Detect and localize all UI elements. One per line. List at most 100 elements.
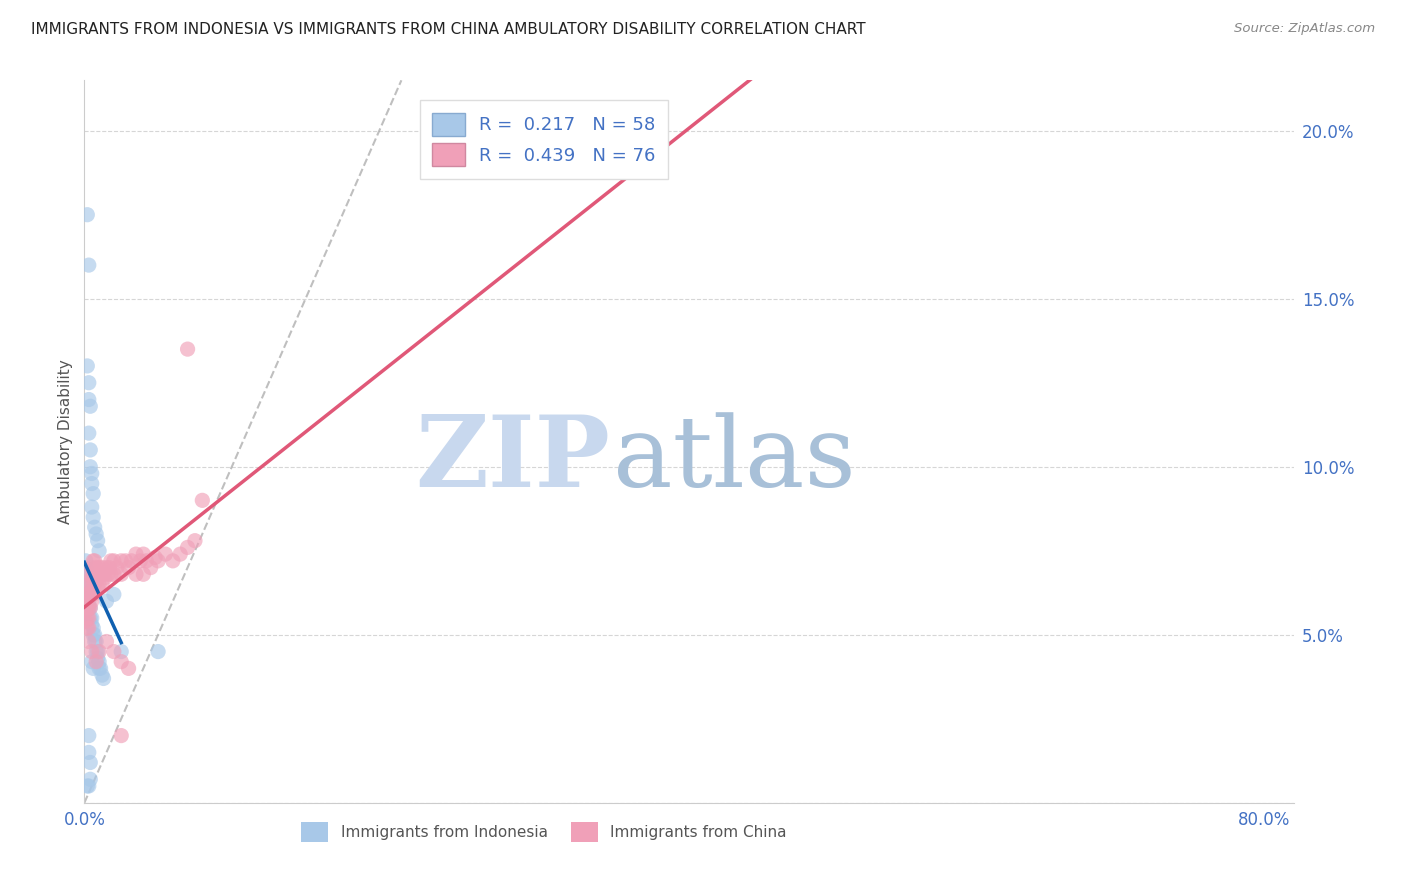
Point (79, 567, 101, 582)
Point (191, 493, 214, 508)
Point (76, 611, 98, 625)
Text: ZIP: ZIP (415, 411, 610, 508)
Point (77, 587, 100, 601)
Point (82, 621, 104, 635)
Point (121, 554, 143, 568)
Point (80, 500, 103, 514)
Point (96, 634, 118, 648)
Point (93, 672, 115, 686)
Point (76, 594, 98, 608)
Point (84, 655, 107, 669)
Point (79, 600, 101, 615)
Point (103, 554, 125, 568)
Point (146, 644, 169, 658)
Point (77, 621, 100, 635)
Point (100, 554, 122, 568)
Point (176, 541, 198, 555)
Point (75, 604, 97, 618)
Point (80, 594, 103, 608)
Point (76, 577, 98, 591)
Point (79, 577, 101, 591)
Point (139, 560, 162, 574)
Point (76, 359, 98, 373)
Point (86, 644, 108, 658)
Point (75, 554, 97, 568)
Text: Source: ZipAtlas.com: Source: ZipAtlas.com (1234, 22, 1375, 36)
Point (86, 533, 108, 548)
Point (80, 655, 103, 669)
Point (87, 655, 110, 669)
Y-axis label: Ambulatory Disability: Ambulatory Disability (58, 359, 73, 524)
Point (84, 560, 107, 574)
Point (103, 567, 125, 582)
Point (80, 560, 103, 574)
Point (82, 628, 104, 642)
Point (83, 520, 105, 534)
Point (80, 584, 103, 599)
Point (77, 577, 100, 591)
Point (91, 577, 114, 591)
Point (94, 571, 117, 585)
Point (80, 611, 103, 625)
Point (117, 560, 139, 574)
Point (82, 510, 104, 524)
Point (90, 567, 112, 582)
Point (105, 560, 128, 574)
Point (75, 594, 97, 608)
Point (98, 560, 121, 574)
Point (77, 779, 100, 793)
Point (77, 611, 100, 625)
Point (162, 554, 184, 568)
Point (80, 467, 103, 481)
Text: atlas: atlas (613, 412, 855, 508)
Point (77, 392, 100, 407)
Point (77, 600, 100, 615)
Point (79, 442, 101, 457)
Point (114, 554, 136, 568)
Point (84, 527, 107, 541)
Legend: Immigrants from Indonesia, Immigrants from China: Immigrants from Indonesia, Immigrants fr… (294, 814, 794, 849)
Point (87, 644, 110, 658)
Point (79, 772, 101, 787)
Point (146, 554, 169, 568)
Point (80, 617, 103, 632)
Point (84, 634, 107, 648)
Point (96, 594, 118, 608)
Point (82, 486, 104, 500)
Point (80, 571, 103, 585)
Point (76, 600, 98, 615)
Point (76, 621, 98, 635)
Point (155, 547, 177, 561)
Point (76, 779, 98, 793)
Point (97, 567, 120, 582)
Point (84, 574, 107, 588)
Point (103, 644, 125, 658)
Point (77, 587, 100, 601)
Point (86, 581, 108, 595)
Point (87, 577, 110, 591)
Point (87, 661, 110, 675)
Point (117, 661, 139, 675)
Point (87, 543, 110, 558)
Point (132, 567, 155, 582)
Point (77, 594, 100, 608)
Point (125, 547, 148, 561)
Point (82, 567, 104, 582)
Point (184, 533, 207, 548)
Point (83, 554, 105, 568)
Text: IMMIGRANTS FROM INDONESIA VS IMMIGRANTS FROM CHINA AMBULATORY DISABILITY CORRELA: IMMIGRANTS FROM INDONESIA VS IMMIGRANTS … (31, 22, 866, 37)
Point (129, 554, 152, 568)
Point (96, 560, 118, 574)
Point (176, 342, 198, 356)
Point (76, 584, 98, 599)
Point (132, 547, 155, 561)
Point (75, 560, 97, 574)
Point (87, 560, 110, 574)
Point (103, 587, 125, 601)
Point (79, 587, 101, 601)
Point (110, 567, 132, 582)
Point (86, 567, 108, 582)
Point (82, 577, 104, 591)
Point (80, 476, 103, 491)
Point (91, 560, 114, 574)
